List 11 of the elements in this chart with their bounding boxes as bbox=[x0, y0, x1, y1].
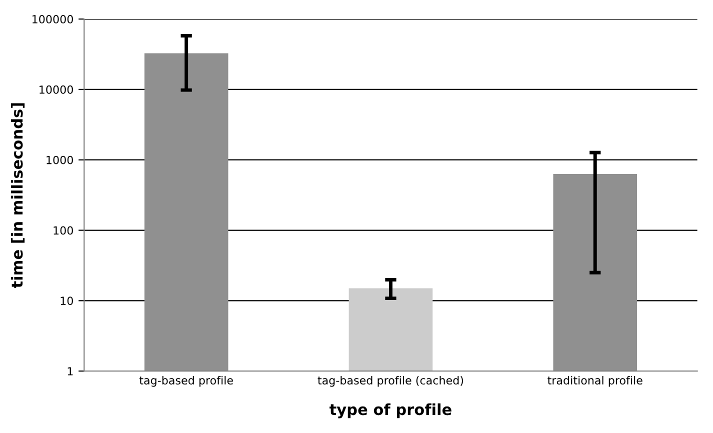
y-tick-label: 10000 bbox=[40, 85, 73, 94]
y-tick-label: 1 bbox=[68, 367, 73, 376]
x-tick-label: tag-based profile (cached) bbox=[318, 376, 464, 387]
y-tick-label: 1000 bbox=[46, 156, 73, 164]
x-axis-title: type of profile bbox=[330, 403, 452, 418]
y-tick-label: 10 bbox=[60, 296, 73, 306]
y-tick-label: 100000 bbox=[32, 15, 73, 24]
x-tick-label: traditional profile bbox=[548, 376, 642, 387]
x-tick-label: tag-based profile bbox=[139, 376, 233, 387]
y-tick-label: 100 bbox=[54, 226, 73, 235]
y-axis-title: time [in milliseconds] bbox=[10, 103, 25, 288]
